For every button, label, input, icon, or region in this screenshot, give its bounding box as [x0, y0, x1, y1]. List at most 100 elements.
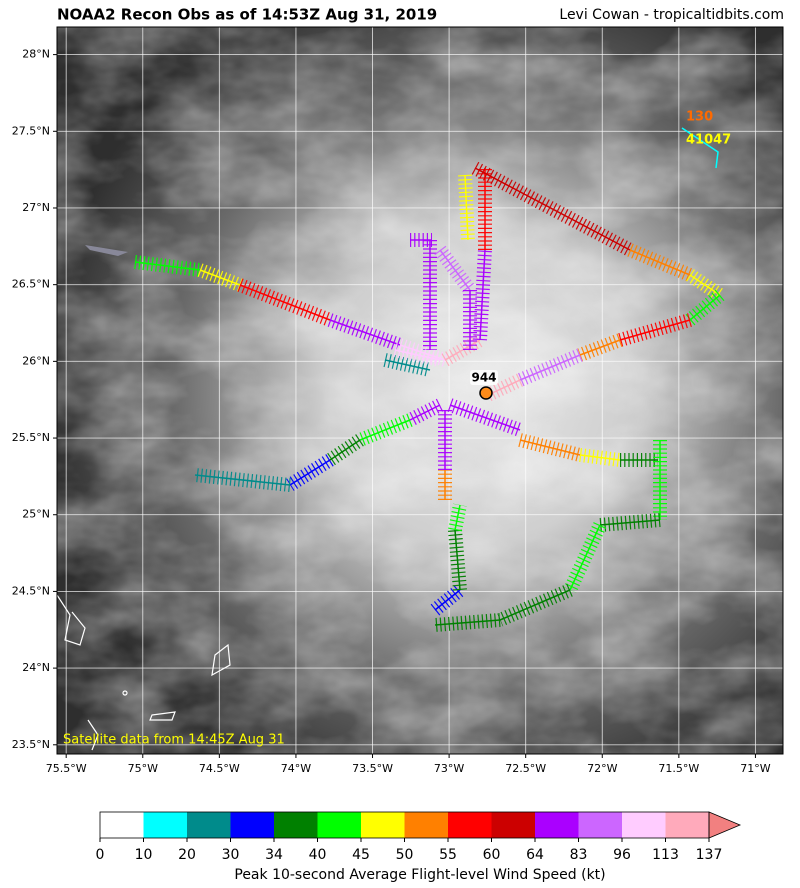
track-line [434, 619, 501, 626]
y-tick-label: 23.5°N [12, 738, 50, 751]
y-tick-label: 26.5°N [12, 278, 50, 291]
colorbar-swatch [622, 812, 666, 838]
credit: Levi Cowan - tropicaltidbits.com [559, 7, 784, 23]
colorbar-tick-label: 20 [178, 847, 196, 863]
colorbar-tick-label: 30 [222, 847, 240, 863]
center-pressure: 944 [471, 371, 496, 385]
track-line [569, 524, 601, 591]
colorbar-swatch [491, 812, 536, 838]
track-line [454, 504, 461, 531]
colorbar-label: Peak 10-second Average Flight-level Wind… [234, 867, 605, 883]
track-line [629, 249, 691, 276]
colorbar-tick-label: 55 [439, 847, 457, 863]
colorbar-tick-label: 83 [570, 847, 588, 863]
y-tick-label: 27°N [22, 201, 50, 214]
colorbar-swatch [187, 812, 231, 838]
y-tick-label: 25.5°N [12, 431, 50, 444]
colorbar-swatch [665, 812, 710, 838]
colorbar-tick-label: 45 [352, 847, 370, 863]
buoy-trail [681, 127, 719, 169]
x-tick-label: 71°W [740, 762, 770, 775]
y-tick-label: 25°N [22, 508, 50, 521]
y-tick-label: 24°N [22, 661, 50, 674]
x-tick-label: 72°W [587, 762, 617, 775]
track-line [384, 359, 431, 371]
colorbar-swatch [448, 812, 492, 838]
track-line [449, 404, 521, 431]
colorbar-tick-label: 0 [96, 847, 105, 863]
colorbar-swatch [404, 812, 449, 838]
colorbar-tick-label: 60 [483, 847, 501, 863]
x-tick-label: 74°W [281, 762, 311, 775]
colorbar-tick-label: 137 [696, 847, 723, 863]
track-line [194, 474, 291, 486]
track-line [579, 339, 621, 356]
colorbar-tick-label: 40 [309, 847, 327, 863]
track-line [499, 589, 571, 621]
y-tick-label: 26°N [22, 354, 50, 367]
track-line [439, 249, 471, 291]
colorbar-swatch [317, 812, 362, 838]
track-line [519, 439, 581, 456]
coastlines [57, 594, 231, 751]
track-line [394, 349, 441, 361]
colorbar-swatch [274, 812, 318, 838]
track-line [689, 294, 721, 321]
track-line [479, 249, 486, 341]
map: 130 41047 944 Satellite data from 14:45Z… [57, 27, 783, 754]
y-tick-label: 27.5°N [12, 124, 50, 137]
aircraft [85, 245, 128, 256]
colorbar-extend [708, 811, 742, 839]
track-line [599, 519, 661, 526]
grid [57, 27, 783, 754]
map-frame [56, 26, 784, 755]
track-line [487, 379, 521, 396]
track-line [464, 174, 469, 241]
track-line [444, 339, 481, 361]
colorbar-tick-label: 64 [526, 847, 544, 863]
colorbar-tick-label: 34 [265, 847, 283, 863]
track-line [519, 354, 581, 381]
track-line [289, 459, 331, 486]
track-line [689, 274, 721, 296]
track-line [454, 529, 461, 591]
colorbar: 0 10 20 30 34 40 45 50 55 60 64 83 96 113 137 [96, 811, 742, 863]
buoy-label: 130 [686, 110, 713, 125]
x-tick-label: 72.5°W [505, 762, 546, 775]
colorbar-swatch [535, 812, 579, 838]
colorbar-tick-label: 50 [396, 847, 414, 863]
track-line [239, 284, 331, 321]
track-line [579, 454, 621, 461]
track-line [134, 261, 201, 271]
flight-track [134, 161, 725, 632]
colorbar-tick-label: 10 [135, 847, 153, 863]
x-tick-label: 73.5°W [352, 762, 393, 775]
colorbar-swatch [100, 812, 144, 838]
track-line [329, 439, 361, 461]
satellite-note: Satellite data from 14:45Z Aug 31 [63, 733, 285, 748]
track-line [359, 419, 411, 441]
track-line [474, 167, 631, 251]
track-line [409, 404, 441, 421]
colorbar-swatch [230, 812, 275, 838]
x-tick-label: 74.5°W [199, 762, 240, 775]
buoy-label: 41047 [686, 133, 731, 148]
x-tick-label: 71.5°W [658, 762, 699, 775]
x-tick-label: 73°W [434, 762, 464, 775]
track-line [199, 269, 241, 286]
cloud-texture [57, 27, 783, 754]
x-tick-label: 75°W [128, 762, 158, 775]
colorbar-swatch [361, 812, 405, 838]
y-tick-label: 24.5°N [12, 584, 50, 597]
colorbar-swatch [143, 812, 188, 838]
colorbar-swatch [578, 812, 623, 838]
track-line [434, 589, 461, 611]
title: NOAA2 Recon Obs as of 14:53Z Aug 31, 201… [57, 6, 437, 24]
x-tick-label: 75.5°W [46, 762, 87, 775]
track-line [329, 319, 401, 346]
colorbar-tick-label: 113 [652, 847, 679, 863]
pressure-box [470, 370, 498, 385]
track-line [619, 319, 691, 341]
storm-center [479, 386, 493, 400]
